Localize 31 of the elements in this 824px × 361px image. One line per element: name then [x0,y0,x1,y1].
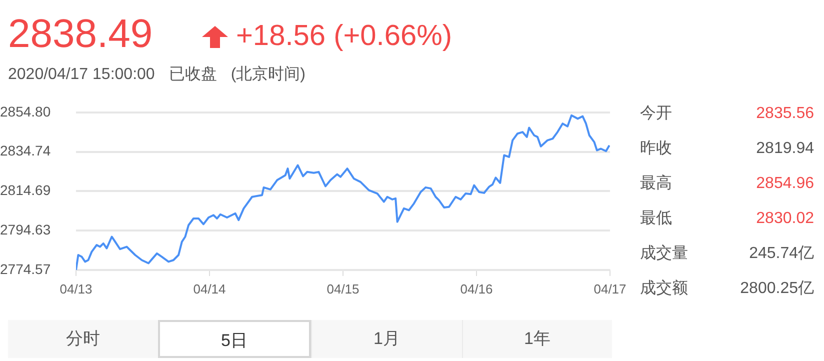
x-tick-label: 04/16 [460,281,493,296]
text: 今开 [640,104,672,124]
x-tick-label: 04/13 [60,281,92,296]
text: 1月 [311,320,462,358]
text: 最高 [640,174,672,194]
text: 2800.25亿 [740,279,814,299]
y-tick-label: 2834.74 [0,142,51,159]
text: 成交量 [640,244,688,264]
y-tick-label: 2854.80 [0,103,51,120]
y-tick-label: 2794.63 [0,221,51,238]
text: 1年 [462,320,612,358]
text: 2830.02 [756,209,814,229]
chart-title: 2838.49 [8,11,153,58]
chart-subtitle: +18.56 (+0.66%) [236,19,452,54]
x-tick-label: 04/17 [594,281,626,296]
text: 2835.56 [756,104,814,124]
text: 2819.94 [756,139,814,159]
x-tick-label: 04/15 [326,281,360,296]
text: 2854.96 [756,174,814,194]
text: 分时 [64,328,101,350]
text: 最低 [640,209,672,229]
y-tick-label: 2774.57 [0,260,51,277]
text: 2020/04/17 15:00:00 [8,66,155,83]
text: 已收盘 [168,66,217,83]
text: 昨收 [640,139,672,159]
text: 5日 [158,320,311,358]
text: (北京时间) [230,66,306,83]
y-tick-label: 2814.69 [0,182,51,198]
text: 成交额 [640,278,688,299]
x-tick-label: 04/14 [193,281,226,296]
text: 245.74亿 [749,244,814,264]
